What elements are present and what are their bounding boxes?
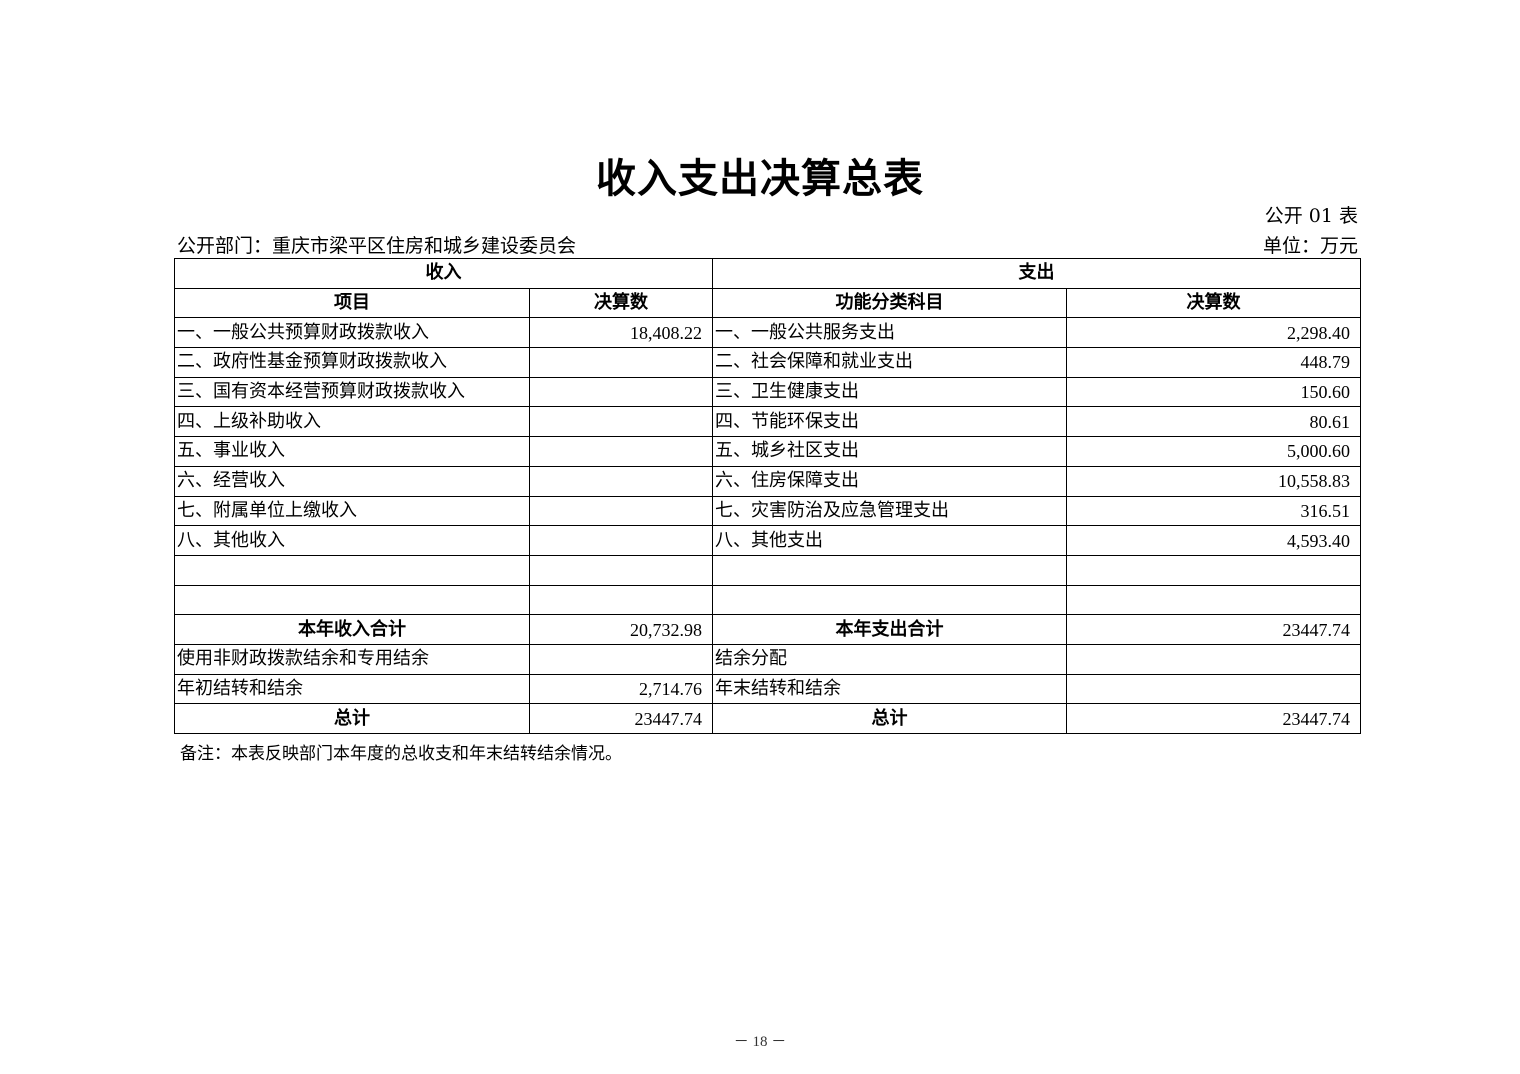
- footnote: 备注：本表反映部门本年度的总收支和年末结转结余情况。: [180, 744, 622, 764]
- expense-header: 支出: [712, 258, 1361, 289]
- amount-cell: [529, 554, 713, 586]
- table-row: 七、附属单位上缴收入 七、灾害防治及应急管理支出 316.51: [174, 495, 1361, 527]
- amount-cell: 2,298.40: [1066, 317, 1361, 349]
- amount-cell: 23447.74: [1066, 614, 1361, 645]
- amount-cell: [529, 406, 713, 438]
- amount-cell: 5,000.60: [1066, 436, 1361, 467]
- item-cell: 总计: [712, 703, 1067, 734]
- column-header: 决算数: [529, 287, 713, 319]
- amount-cell: [1066, 673, 1361, 705]
- column-header-row: 项目 决算数 功能分类科目 决算数: [174, 287, 1361, 319]
- balance-row: 年初结转和结余 2,714.76 年末结转和结余: [174, 673, 1361, 705]
- item-cell: [712, 584, 1067, 616]
- item-cell: [712, 554, 1067, 586]
- amount-cell: [529, 495, 713, 527]
- column-header: 决算数: [1066, 287, 1361, 319]
- item-cell: 二、政府性基金预算财政拨款收入: [174, 347, 530, 378]
- balance-row: 使用非财政拨款结余和专用结余 结余分配: [174, 643, 1361, 675]
- item-cell: 一、一般公共服务支出: [712, 317, 1067, 349]
- amount-cell: 4,593.40: [1066, 525, 1361, 556]
- item-cell: 二、社会保障和就业支出: [712, 347, 1067, 378]
- item-cell: 年末结转和结余: [712, 673, 1067, 705]
- amount-cell: 80.61: [1066, 406, 1361, 438]
- item-cell: 三、国有资本经营预算财政拨款收入: [174, 376, 530, 408]
- page-number: － 18 －: [733, 1034, 787, 1050]
- item-cell: [174, 554, 530, 586]
- group-header-row: 收入 支出: [174, 258, 1361, 289]
- item-cell: 结余分配: [712, 643, 1067, 675]
- amount-cell: [1066, 643, 1361, 675]
- table-row: 三、国有资本经营预算财政拨款收入 三、卫生健康支出 150.60: [174, 376, 1361, 408]
- amount-cell: [529, 436, 713, 467]
- income-header: 收入: [174, 258, 713, 289]
- amount-cell: [529, 584, 713, 616]
- amount-cell: 10,558.83: [1066, 465, 1361, 497]
- amount-cell: 316.51: [1066, 495, 1361, 527]
- amount-cell: 18,408.22: [529, 317, 713, 349]
- item-cell: 本年收入合计: [174, 614, 530, 645]
- amount-cell: [529, 347, 713, 378]
- amount-cell: [529, 376, 713, 408]
- amount-cell: [1066, 554, 1361, 586]
- item-cell: 七、附属单位上缴收入: [174, 495, 530, 527]
- table-row: 六、经营收入 六、住房保障支出 10,558.83: [174, 465, 1361, 497]
- item-cell: 三、卫生健康支出: [712, 376, 1067, 408]
- item-cell: 八、其他收入: [174, 525, 530, 556]
- subtotal-row: 本年收入合计 20,732.98 本年支出合计 23447.74: [174, 614, 1361, 645]
- item-cell: 五、事业收入: [174, 436, 530, 467]
- amount-cell: [529, 643, 713, 675]
- item-cell: 一、一般公共预算财政拨款收入: [174, 317, 530, 349]
- amount-cell: 448.79: [1066, 347, 1361, 378]
- table-row: [174, 584, 1361, 616]
- item-cell: 使用非财政拨款结余和专用结余: [174, 643, 530, 675]
- amount-cell: 150.60: [1066, 376, 1361, 408]
- column-header: 功能分类科目: [712, 287, 1067, 319]
- item-cell: 八、其他支出: [712, 525, 1067, 556]
- column-header: 项目: [174, 287, 530, 319]
- item-cell: 五、城乡社区支出: [712, 436, 1067, 467]
- amount-cell: [529, 465, 713, 497]
- amount-cell: [529, 525, 713, 556]
- amount-cell: 2,714.76: [529, 673, 713, 705]
- total-row: 总计 23447.74 总计 23447.74: [174, 703, 1361, 734]
- item-cell: 六、经营收入: [174, 465, 530, 497]
- amount-cell: 23447.74: [1066, 703, 1361, 734]
- table-row: 五、事业收入 五、城乡社区支出 5,000.60: [174, 436, 1361, 467]
- item-cell: 四、节能环保支出: [712, 406, 1067, 438]
- item-cell: 本年支出合计: [712, 614, 1067, 645]
- item-cell: 年初结转和结余: [174, 673, 530, 705]
- table-row: 四、上级补助收入 四、节能环保支出 80.61: [174, 406, 1361, 438]
- item-cell: [174, 584, 530, 616]
- item-cell: 七、灾害防治及应急管理支出: [712, 495, 1067, 527]
- unit-label: 单位：万元: [1262, 235, 1358, 257]
- department: 公开部门：重庆市梁平区住房和城乡建设委员会: [177, 235, 577, 257]
- table-row: 一、一般公共预算财政拨款收入 18,408.22 一、一般公共服务支出 2,298.4…: [174, 317, 1361, 349]
- budget-table: 收入 支出 项目 决算数 功能分类科目 决算数 一、一般公共预算财政拨款收入 18…: [174, 258, 1361, 734]
- item-cell: 四、上级补助收入: [174, 406, 530, 438]
- table-row: 八、其他收入 八、其他支出 4,593.40: [174, 525, 1361, 556]
- page-title: 收入支出决算总表: [596, 155, 924, 202]
- item-cell: 总计: [174, 703, 530, 734]
- amount-cell: [1066, 584, 1361, 616]
- form-number: 公开 01 表: [1264, 205, 1358, 227]
- amount-cell: 23447.74: [529, 703, 713, 734]
- amount-cell: 20,732.98: [529, 614, 713, 645]
- item-cell: 六、住房保障支出: [712, 465, 1067, 497]
- table-row: [174, 554, 1361, 586]
- table-row: 二、政府性基金预算财政拨款收入 二、社会保障和就业支出 448.79: [174, 347, 1361, 378]
